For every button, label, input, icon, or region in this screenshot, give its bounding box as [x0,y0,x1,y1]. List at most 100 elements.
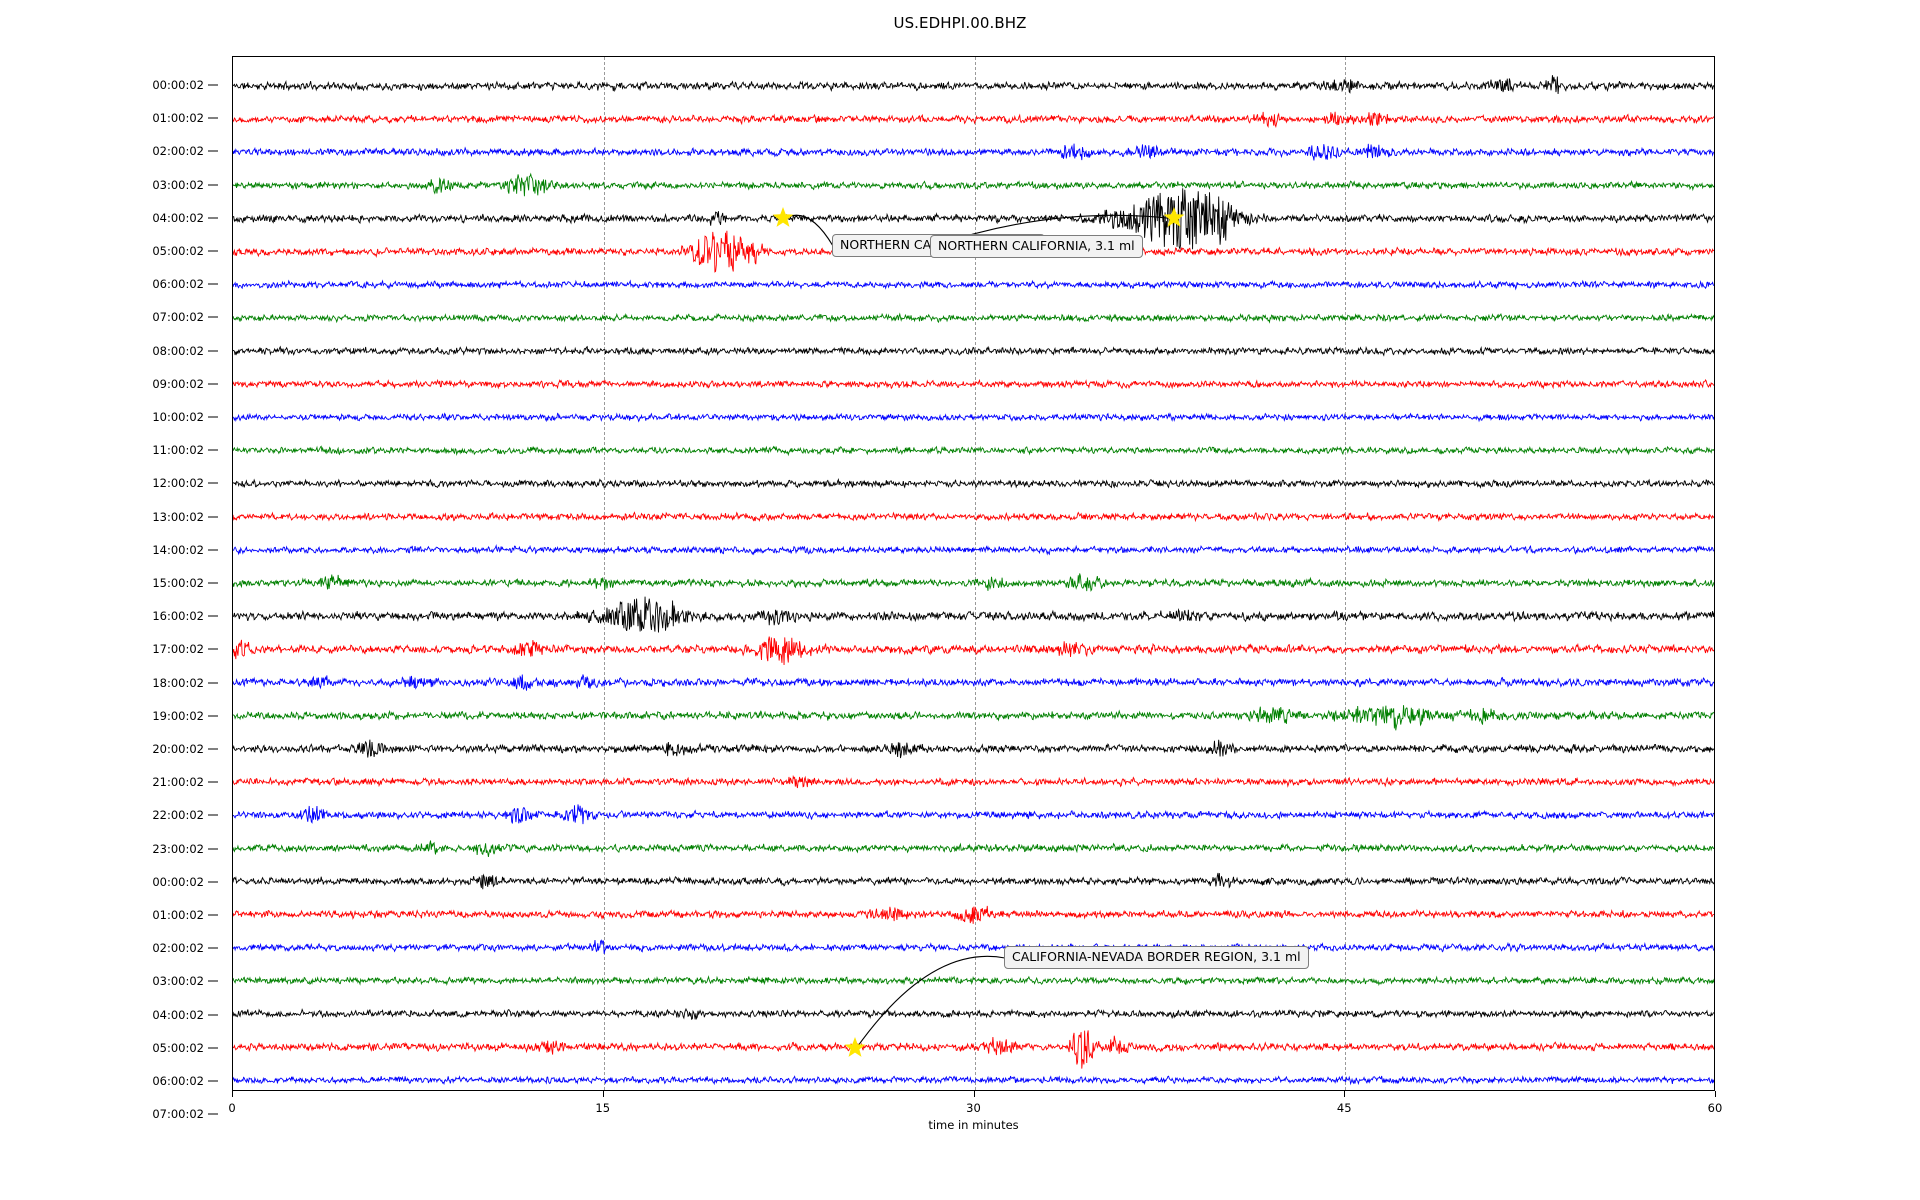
y-tick-label-7: 07:00:02 [152,310,204,325]
y-tick-label-1: 01:00:02 [152,111,204,126]
trace-13 [233,511,1714,523]
trace-29 [233,1030,1714,1069]
x-tick-mark-45 [1344,1091,1346,1097]
y-tick-label-21: 21:00:02 [152,775,204,790]
y-tick-label-25: 01:00:02 [152,908,204,922]
y-tick-mark-20 [208,748,218,750]
x-axis-title: time in minutes [928,1118,1019,1132]
y-tick-mark-1 [208,117,218,119]
trace-15 [233,573,1714,592]
trace-26 [233,939,1714,954]
leader-line-2 [855,955,1006,1050]
y-tick-label-6: 06:00:02 [152,277,204,292]
y-tick-label-27: 03:00:02 [152,974,204,989]
y-tick-mark-5 [208,250,218,252]
y-tick-mark-6 [208,283,218,285]
anno-california-nevada[interactable]: CALIFORNIA-NEVADA BORDER REGION, 3.1 ml [1004,946,1309,970]
trace-17 [233,636,1714,665]
x-tick-label-15: 15 [595,1101,611,1115]
y-tick-mark-4 [208,217,218,219]
y-tick-mark-27 [208,980,218,982]
y-tick-mark-19 [208,715,218,717]
y-tick-label-18: 18:00:02 [152,675,204,690]
trace-25 [233,905,1714,924]
x-tick-mark-0 [232,1091,233,1097]
y-tick-mark-24 [208,881,218,883]
y-tick-label-16: 16:00:02 [152,609,204,624]
y-tick-mark-15 [208,582,218,584]
y-tick-mark-26 [208,947,218,949]
y-tick-label-0: 00:00:02 [152,78,204,92]
y-tick-label-9: 09:00:02 [152,376,204,391]
x-tick-label-45: 45 [1336,1101,1352,1115]
y-tick-mark-11 [208,449,218,451]
y-tick-mark-12 [208,482,218,484]
trace-20 [233,739,1714,759]
x-tick-mark-60 [1715,1091,1716,1097]
y-tick-mark-3 [208,184,218,186]
y-tick-mark-29 [208,1047,218,1049]
y-tick-label-13: 13:00:02 [152,509,204,524]
trace-0 [233,75,1714,94]
y-tick-label-23: 23:00:02 [152,841,204,856]
trace-24 [233,872,1714,890]
x-tick-mark-30 [973,1091,975,1097]
gridline-45min [1345,57,1347,1090]
y-tick-mark-17 [208,648,218,650]
y-tick-label-17: 17:00:02 [152,642,204,657]
y-tick-label-30: 06:00:02 [152,1074,204,1088]
trace-2 [233,143,1714,161]
trace-23 [233,840,1714,857]
y-axis-tick-labels: 00:00:02 01:00:02 02:00:02 03:00:02 04:00:02… [0,56,232,1121]
y-tick-mark-2 [208,150,218,152]
y-tick-mark-21 [208,781,218,783]
trace-12 [233,477,1714,489]
gridline-30min [974,57,976,1090]
trace-18 [233,674,1714,691]
y-tick-mark-22 [208,814,218,816]
y-tick-label-10: 10:00:02 [152,410,204,424]
trace-11 [233,445,1714,457]
y-tick-label-28: 04:00:02 [152,1007,204,1022]
trace-21 [233,774,1714,789]
y-tick-mark-23 [208,848,218,850]
x-tick-label-60: 60 [1707,1101,1723,1115]
x-tick-mark-15 [602,1091,604,1097]
y-tick-mark-10 [208,416,218,418]
y-tick-mark-16 [208,615,218,617]
y-tick-mark-13 [208,516,218,518]
y-tick-label-2: 02:00:02 [152,144,204,159]
y-tick-label-5: 05:00:02 [152,244,204,258]
seismic-traces [233,75,1714,1086]
x-axis-tick-labels: 0 15 30 45 60 [228,1091,1722,1121]
x-tick-label-30: 30 [966,1101,981,1115]
trace-14 [233,543,1714,556]
trace-3 [233,172,1714,197]
trace-10 [233,412,1714,423]
gridline-15min [603,57,605,1090]
y-tick-label-3: 03:00:02 [152,177,204,192]
y-tick-label-29: 05:00:02 [152,1040,204,1055]
y-tick-mark-25 [208,914,218,916]
y-tick-mark-31 [208,1113,218,1115]
y-tick-mark-8 [208,350,218,352]
trace-27 [233,975,1714,987]
earthquake-star-icon [844,1036,866,1057]
anno-northern-california-2[interactable]: NORTHERN CALIFORNIA, 3.1 ml [930,235,1143,259]
y-tick-label-15: 15:00:02 [152,576,204,590]
trace-1 [233,111,1714,129]
earthquake-star-icon [1163,206,1185,227]
y-tick-label-14: 14:00:02 [152,542,204,557]
y-tick-label-20: 20:00:02 [152,742,204,756]
trace-22 [233,804,1714,825]
trace-28 [233,1007,1714,1020]
page-title: US.EDHPI.00.BHZ [893,14,1027,32]
trace-16 [233,596,1714,633]
y-tick-label-19: 19:00:02 [152,708,204,723]
earthquake-star-icon [772,206,794,227]
trace-9 [233,378,1714,390]
y-tick-label-24: 00:00:02 [152,874,204,889]
x-tick-label-0: 0 [228,1101,236,1115]
y-tick-mark-30 [208,1080,218,1082]
trace-8 [233,345,1714,357]
